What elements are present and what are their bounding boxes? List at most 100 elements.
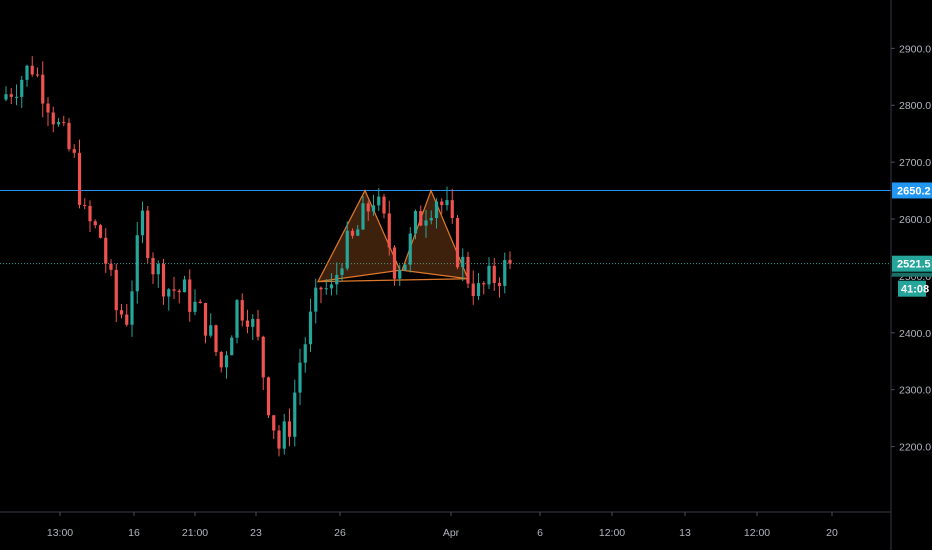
- x-tick-label: 26: [334, 527, 346, 539]
- x-tick-label: 6: [537, 527, 543, 539]
- candle-up: [282, 421, 286, 449]
- last-price-text: 2521.5: [897, 259, 931, 271]
- horizontal-lines: [0, 189, 891, 265]
- x-tick-label: 20: [826, 527, 838, 539]
- candle-down: [46, 103, 50, 113]
- candle-down: [272, 415, 276, 431]
- candle-up: [235, 300, 239, 338]
- x-tick-label: 12:00: [744, 527, 770, 539]
- candle-up: [156, 264, 160, 275]
- candle-up: [135, 235, 139, 292]
- candlestick-series: [4, 56, 512, 457]
- candle-down: [151, 258, 155, 275]
- candle-down: [240, 300, 244, 321]
- price-badges: 2650.2 2521.5 41:08: [892, 182, 932, 297]
- candle-up: [20, 79, 24, 97]
- candle-up: [182, 279, 187, 293]
- candle-down: [109, 263, 113, 270]
- time-axis[interactable]: 13:00 16 21:00 23 26 Apr 6 12:00 13 12:00 20: [47, 512, 838, 539]
- candle-down: [88, 205, 92, 222]
- candle-down: [455, 218, 460, 268]
- countdown-text: 41:08: [901, 284, 929, 296]
- candle-up: [413, 211, 418, 234]
- candle-down: [77, 152, 82, 205]
- candle-down: [492, 265, 496, 283]
- candle-up: [377, 196, 381, 206]
- pattern-triangle-1: [316, 189, 401, 283]
- candle-up: [25, 65, 29, 80]
- candle-up: [4, 94, 8, 100]
- candle-up: [209, 325, 213, 336]
- candle-up: [356, 229, 360, 236]
- candle-up: [224, 355, 229, 368]
- candle-down: [67, 122, 71, 150]
- candle-up: [445, 200, 449, 206]
- candle-down: [450, 200, 454, 219]
- candle-up: [329, 284, 334, 289]
- candle-down: [114, 269, 118, 311]
- candle-down: [382, 196, 386, 214]
- candle-down: [35, 74, 40, 76]
- candle-down: [387, 213, 391, 248]
- candle-up: [340, 268, 344, 275]
- y-tick-label: 2700.0: [899, 157, 931, 169]
- candle-up: [130, 291, 134, 325]
- candle-up: [14, 96, 19, 98]
- candle-up: [303, 344, 307, 363]
- candle-down: [392, 247, 397, 279]
- candle-down: [146, 210, 150, 259]
- candle-down: [172, 289, 176, 291]
- candle-up: [324, 288, 328, 290]
- last-price-badge: [892, 255, 932, 272]
- candle-down: [277, 430, 281, 449]
- candle-up: [193, 301, 197, 312]
- candle-down: [198, 301, 202, 304]
- y-tick-label: 2400.0: [899, 328, 931, 340]
- candle-down: [440, 201, 444, 206]
- candle-down: [245, 320, 250, 327]
- candle-down: [98, 225, 103, 238]
- candle-down: [466, 256, 470, 284]
- candle-down: [62, 122, 66, 124]
- x-tick-label: 16: [128, 527, 140, 539]
- resistance-price-badge: [892, 182, 932, 199]
- candle-up: [314, 287, 318, 312]
- candle-up: [335, 274, 339, 285]
- candle-up: [403, 264, 407, 271]
- candle-up: [308, 311, 313, 345]
- candle-up: [140, 210, 145, 236]
- candle-up: [298, 362, 302, 393]
- y-tick-label: 2300.0: [899, 385, 931, 397]
- candle-down: [9, 94, 13, 97]
- candle-down: [104, 237, 108, 264]
- candle-up: [361, 203, 365, 230]
- x-tick-label: 23: [250, 527, 262, 539]
- candle-down: [93, 221, 97, 226]
- candle-up: [424, 220, 428, 226]
- candle-down: [83, 204, 87, 206]
- candle-down: [266, 377, 271, 416]
- candle-down: [214, 325, 218, 352]
- price-axis[interactable]: 2200.02300.02400.02500.02600.02700.02800…: [891, 43, 931, 454]
- resistance-price-text: 2650.2: [897, 185, 931, 197]
- candle-up: [461, 256, 465, 268]
- candle-down: [41, 74, 45, 104]
- candle-down: [161, 264, 166, 297]
- candle-up: [293, 392, 297, 437]
- candle-down: [51, 112, 55, 125]
- candle-down: [508, 260, 512, 264]
- pattern-neckline: [317, 278, 469, 283]
- candle-up: [251, 318, 255, 327]
- x-tick-label: 13:00: [47, 527, 73, 539]
- x-tick-label: Apr: [443, 527, 460, 539]
- candle-down: [119, 310, 124, 315]
- candle-up: [429, 218, 433, 221]
- pattern-drawings: [316, 188, 469, 283]
- candle-up: [167, 289, 171, 297]
- last-price-badge-strip: [892, 272, 932, 277]
- candle-down: [30, 65, 34, 75]
- candle-up: [56, 122, 61, 125]
- candle-down: [482, 283, 486, 285]
- candle-down: [319, 287, 323, 290]
